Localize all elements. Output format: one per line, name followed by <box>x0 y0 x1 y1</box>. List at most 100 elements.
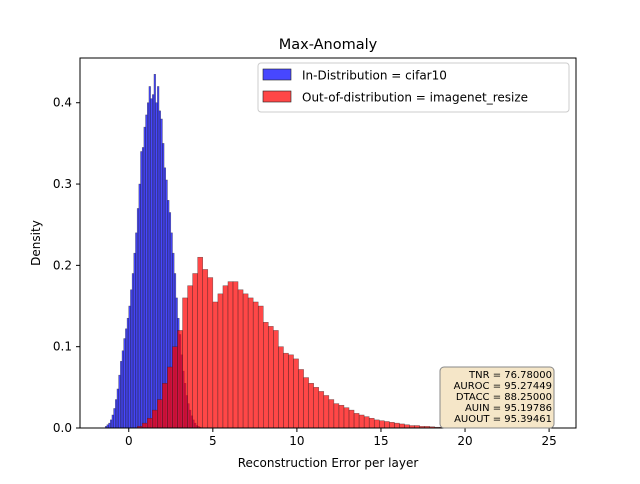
in-distribution-bar <box>139 184 141 428</box>
out-of-distribution-bar <box>238 290 243 428</box>
y-tick-label: 0.2 <box>53 258 72 272</box>
out-of-distribution-bar <box>152 410 157 428</box>
out-of-distribution-bar <box>329 400 334 428</box>
out-of-distribution-bar <box>193 273 198 428</box>
in-distribution-bar <box>130 290 132 428</box>
legend: In-Distribution = cifar10 Out-of-distrib… <box>258 63 569 112</box>
out-of-distribution-bar <box>314 387 319 428</box>
out-of-distribution-bar <box>304 378 309 428</box>
out-of-distribution-bar <box>147 418 152 428</box>
in-distribution-bar <box>134 253 136 428</box>
in-distribution-bar <box>161 119 163 428</box>
stat-auout: AUOUT = 95.39461 <box>454 414 552 425</box>
out-of-distribution-bar <box>203 269 208 428</box>
out-of-distribution-bar <box>233 282 238 428</box>
out-of-distribution-bar <box>309 383 314 428</box>
out-of-distribution-bar <box>369 418 374 428</box>
out-of-distribution-bar <box>228 282 233 428</box>
in-distribution-bar <box>127 318 129 428</box>
legend-label-out: Out-of-distribution = imagenet_resize <box>302 91 528 105</box>
in-distribution-bar <box>119 375 121 428</box>
out-of-distribution-bar <box>399 424 404 428</box>
out-of-distribution-bar <box>268 326 273 428</box>
in-distribution-bar <box>124 339 126 428</box>
out-of-distribution-bar <box>359 415 364 428</box>
in-distribution-bar <box>125 329 127 428</box>
in-distribution-bar <box>117 389 119 428</box>
in-distribution-bar <box>141 152 143 428</box>
out-of-distribution-bar <box>354 413 359 428</box>
out-of-distribution-bar <box>394 423 399 428</box>
x-tick-label: 5 <box>209 434 217 448</box>
out-of-distribution-bar <box>183 298 188 428</box>
x-tick-label: 15 <box>373 434 388 448</box>
in-distribution-bar <box>135 233 137 428</box>
out-of-distribution-bar <box>389 422 394 428</box>
in-distribution-bar <box>149 86 151 428</box>
out-of-distribution-bar <box>213 302 218 428</box>
out-of-distribution-bar <box>384 421 389 428</box>
in-distribution-bar <box>154 74 156 428</box>
out-of-distribution-bar <box>374 420 379 428</box>
in-distribution-bar <box>110 420 112 428</box>
in-distribution-bar <box>114 408 116 428</box>
in-distribution-bar <box>147 103 149 428</box>
in-distribution-bar <box>159 111 161 428</box>
y-tick-label: 0.4 <box>53 96 72 110</box>
out-of-distribution-bar <box>339 405 344 428</box>
in-distribution-bar <box>120 361 122 428</box>
out-of-distribution-bar <box>218 294 223 428</box>
legend-label-in: In-Distribution = cifar10 <box>302 69 447 83</box>
in-distribution-bar <box>132 273 134 428</box>
out-of-distribution-bar <box>162 383 167 428</box>
out-of-distribution-bar <box>349 410 354 428</box>
in-distribution-bar <box>137 208 139 428</box>
out-of-distribution-bar <box>223 286 228 428</box>
in-distribution-bar <box>151 99 153 428</box>
in-distribution-bar <box>156 103 158 428</box>
in-distribution-bar <box>129 306 131 428</box>
x-tick-label: 0 <box>125 434 133 448</box>
in-distribution-bar <box>109 423 111 428</box>
out-of-distribution-bar <box>198 257 203 428</box>
out-of-distribution-bar <box>208 278 213 428</box>
in-distribution-bar <box>122 351 124 428</box>
y-tick-label: 0.0 <box>53 421 72 435</box>
x-axis-label: Reconstruction Error per layer <box>238 456 419 470</box>
legend-swatch-in <box>263 69 291 80</box>
in-distribution-bar <box>115 400 117 428</box>
out-of-distribution-bar <box>278 347 283 428</box>
out-of-distribution-bar <box>188 286 193 428</box>
out-of-distribution-bar <box>172 347 177 428</box>
out-of-distribution-bar <box>142 423 147 428</box>
out-of-distribution-bar <box>273 330 278 428</box>
x-tick-label: 20 <box>457 434 472 448</box>
out-of-distribution-bar <box>243 294 248 428</box>
stat-dtacc: DTACC = 88.25000 <box>456 392 552 403</box>
legend-swatch-out <box>263 91 291 102</box>
out-of-distribution-bar <box>294 359 299 428</box>
out-of-distribution-bar <box>263 322 268 428</box>
chart-title: Max-Anomaly <box>279 37 378 53</box>
out-of-distribution-bar <box>178 330 183 428</box>
out-of-distribution-bar <box>288 355 293 428</box>
x-tick-label: 10 <box>289 434 304 448</box>
in-distribution-bar <box>112 415 114 428</box>
stat-auroc: AUROC = 95.27449 <box>454 381 552 392</box>
y-axis-label: Density <box>29 220 43 266</box>
out-of-distribution-bar <box>364 417 369 428</box>
out-of-distribution-bar <box>319 391 324 428</box>
out-of-distribution-bar <box>167 367 172 428</box>
in-distribution-bar <box>142 147 144 428</box>
out-of-distribution-bar <box>324 395 329 428</box>
x-tick-label: 25 <box>541 434 556 448</box>
stat-auin: AUIN = 95.19786 <box>465 403 552 414</box>
stat-tnr: TNR = 76.78000 <box>468 370 552 381</box>
out-of-distribution-bar <box>248 298 253 428</box>
out-of-distribution-bar <box>258 306 263 428</box>
out-of-distribution-bar <box>299 369 304 428</box>
in-distribution-bar <box>157 86 159 428</box>
out-of-distribution-bar <box>344 408 349 428</box>
